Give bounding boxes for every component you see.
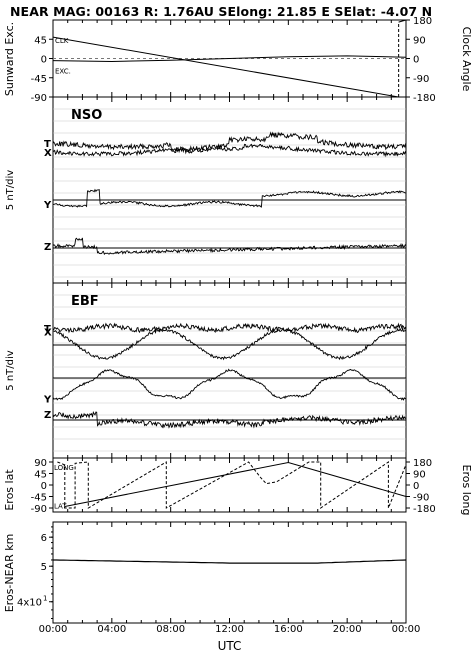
x-tick-label: 20:00 (333, 624, 362, 635)
clk-trace (52, 36, 399, 98)
series-label-long: LONG (54, 464, 74, 472)
long-trace (57, 461, 407, 509)
trace-Z (52, 237, 407, 256)
y-tick-label-right: -90 (413, 74, 429, 85)
y-tick-label-left: 45 (34, 35, 47, 46)
lat-trace (64, 461, 407, 507)
series-label-lat: LAT (54, 502, 67, 510)
x-tick-label: 08:00 (156, 624, 185, 635)
component-label-Y: Y (43, 394, 52, 405)
y-tick-label-right: -180 (413, 93, 436, 104)
traces (52, 19, 407, 564)
y-axis-label-left: Sunward Exc. (3, 22, 16, 96)
y-axis-label-right: Eros long (460, 465, 473, 516)
x-tick-label: 16:00 (274, 624, 303, 635)
component-label-Y: Y (43, 200, 52, 211)
component-label-Z: Z (44, 242, 51, 253)
distance-trace (53, 559, 407, 564)
grid-lines (53, 58, 406, 452)
y-tick-label-right: -90 (413, 493, 429, 504)
panel-label: EBF (71, 294, 99, 309)
frame-nso (52, 96, 407, 284)
trace-Y (52, 188, 407, 208)
y-axis-label: 5 nT/div (5, 350, 16, 390)
panel-frames (49, 19, 410, 624)
y-tick-label-right: 90 (413, 35, 426, 46)
series-label-clk: CLK (55, 37, 69, 45)
component-label-X: X (44, 327, 52, 338)
y-tick-label-left: -45 (31, 74, 47, 85)
y-tick-label-right: 90 (413, 470, 426, 481)
y-tick-label-left: 0 (41, 55, 47, 66)
y-tick-label-left: 0 (41, 481, 47, 492)
y-axis-label: Eros-NEAR km (3, 534, 16, 613)
x-tick-label: 04:00 (97, 624, 126, 635)
trace-X (52, 143, 407, 158)
labels: 00:00 04:00 08:00 12:00 16:00 20:00 00:00 UTC -9… (3, 16, 473, 653)
y-tick-label: 6 (41, 533, 47, 544)
component-label-T: T (44, 139, 51, 150)
series-label-exc: EXC. (55, 68, 71, 76)
frame-eros-lat-long (52, 457, 407, 513)
x-tick-label: 12:00 (215, 624, 244, 635)
y-tick-label-right: 0 (413, 481, 419, 492)
y-axis-label-right: Clock Angle (460, 27, 473, 92)
trace-X (52, 327, 407, 361)
component-label-Z: Z (44, 410, 51, 421)
y-axis-label: 5 nT/div (5, 170, 16, 210)
y-tick-exponent: 1 (43, 595, 47, 603)
component-label-X: X (44, 148, 52, 159)
trace-Y (52, 368, 407, 401)
trace-T (52, 322, 407, 334)
x-tick-label: 00:00 (392, 624, 421, 635)
trace-T (52, 131, 407, 154)
y-tick-label-left: -90 (31, 93, 47, 104)
y-tick-label-right: 0 (413, 55, 419, 66)
y-tick-label-right: 180 (413, 458, 432, 469)
y-tick-label-left: 45 (34, 470, 47, 481)
y-tick-label-left: -45 (31, 493, 47, 504)
y-tick-label-left: 90 (34, 458, 47, 469)
y-tick-label: 5 (41, 562, 47, 573)
panel-label: NSO (71, 108, 102, 123)
x-tick-label: 00:00 (39, 624, 68, 635)
y-axis-label-left: Eros lat (3, 469, 16, 511)
exc-trace (52, 55, 407, 63)
y-tick-label: 4x10 (17, 598, 42, 609)
y-tick-label-right: 180 (413, 16, 432, 27)
frame-eros-near-distance (52, 521, 407, 624)
clk-trace-tail (398, 19, 407, 23)
plot-title: NEAR MAG: 00163 R: 1.76AU SElong: 21.85 … (10, 4, 433, 19)
y-tick-label-right: -180 (413, 504, 436, 515)
y-tick-label-left: -90 (31, 504, 47, 515)
x-axis-label: UTC (218, 639, 242, 653)
trace-Z (52, 411, 407, 429)
component-label-T: T (44, 324, 51, 335)
